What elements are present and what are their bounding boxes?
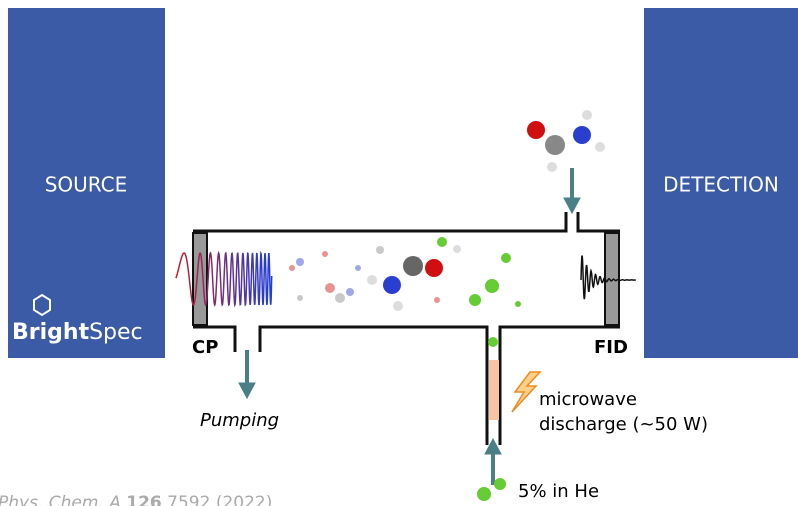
right-mirror xyxy=(604,232,620,326)
mixture-label: 5% in He xyxy=(518,481,599,502)
chirp-wave xyxy=(175,250,273,308)
fid-wave xyxy=(580,255,636,300)
citation: Phys. Chem. A 126 7592 (2022) xyxy=(0,493,272,506)
lightning-icon xyxy=(511,371,542,413)
discharge-region xyxy=(489,360,499,420)
discharge-label-1: microwave xyxy=(539,389,637,410)
detection-label: DETECTION xyxy=(663,173,779,197)
discharge-label-2: discharge (~50 W) xyxy=(539,414,708,435)
pumping-label: Pumping xyxy=(200,410,279,431)
brand-logo xyxy=(33,293,51,317)
tube xyxy=(193,212,620,445)
arrows xyxy=(238,168,581,485)
detection-box xyxy=(644,8,798,358)
brand-name: BrightSpec xyxy=(12,320,143,345)
molecules xyxy=(289,110,605,501)
fid-label: FID xyxy=(594,337,628,358)
cp-label: CP xyxy=(192,337,218,358)
source-label: SOURCE xyxy=(45,173,128,197)
left-mirror xyxy=(192,232,208,326)
